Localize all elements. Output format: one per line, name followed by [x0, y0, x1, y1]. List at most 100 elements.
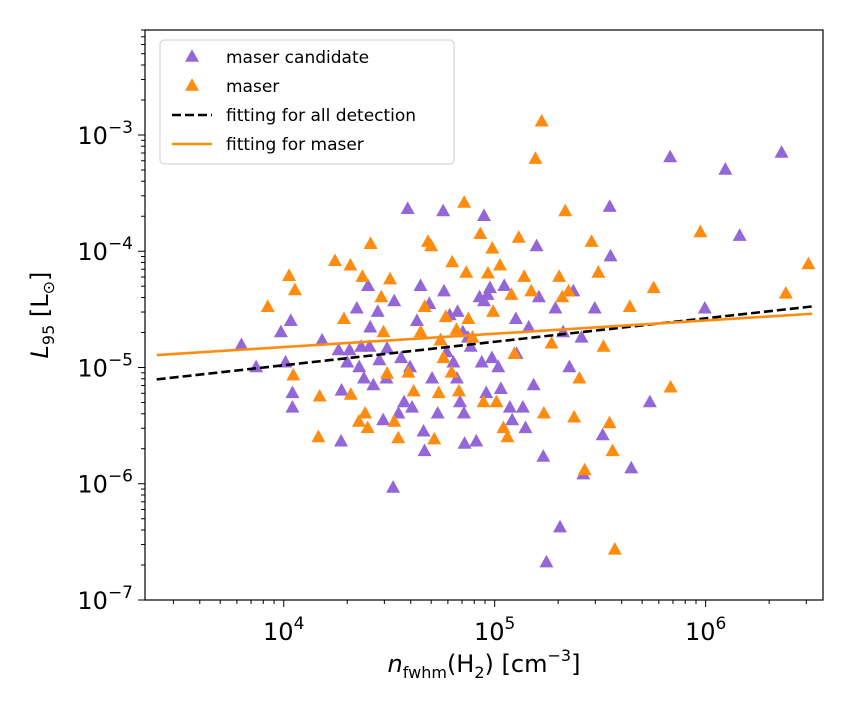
- data-point: [528, 151, 543, 164]
- data-point: [572, 370, 587, 384]
- data-point: [507, 346, 522, 360]
- data-point: [459, 265, 474, 278]
- data-point: [360, 420, 375, 434]
- data-point: [343, 387, 358, 400]
- data-point: [732, 228, 747, 241]
- data-point: [605, 443, 620, 457]
- data-point: [596, 339, 611, 352]
- data-point: [663, 149, 678, 163]
- data-point: [602, 199, 617, 212]
- data-point: [362, 339, 377, 352]
- data-point: [486, 304, 501, 317]
- data-point: [424, 238, 439, 252]
- data-point: [363, 319, 378, 333]
- data-point: [427, 431, 442, 445]
- data-point: [340, 354, 355, 368]
- data-point: [430, 405, 445, 419]
- data-point: [502, 399, 517, 413]
- data-point: [391, 430, 406, 444]
- data-point: [517, 269, 532, 282]
- data-point: [413, 324, 428, 338]
- data-point: [504, 287, 519, 300]
- data-point: [327, 253, 342, 267]
- data-point: [801, 256, 816, 270]
- data-point: [622, 299, 637, 313]
- data-point: [234, 337, 249, 351]
- data-point: [409, 313, 424, 327]
- data-point: [436, 350, 451, 364]
- y-axis-label: L95 [L⊙]: [26, 272, 58, 359]
- data-point: [479, 385, 494, 399]
- data-point: [515, 399, 530, 413]
- data-point: [349, 300, 364, 314]
- data-point: [445, 254, 460, 268]
- data-point: [548, 300, 563, 314]
- data-point: [380, 340, 395, 354]
- data-point: [405, 399, 420, 413]
- data-point: [603, 248, 618, 262]
- data-point: [249, 359, 264, 373]
- legend-label: fitting for all detection: [226, 106, 416, 126]
- data-point: [285, 399, 300, 413]
- data-point: [416, 423, 431, 437]
- data-point: [493, 257, 508, 271]
- data-point: [446, 354, 461, 368]
- plot-area: [156, 113, 816, 568]
- data-point: [526, 377, 541, 391]
- series-maser: [260, 113, 816, 555]
- data-point: [485, 240, 500, 254]
- data-point: [587, 300, 602, 314]
- data-point: [561, 283, 576, 297]
- data-point: [431, 385, 446, 399]
- data-point: [552, 269, 567, 282]
- data-point: [544, 335, 559, 349]
- data-point: [413, 278, 428, 292]
- data-point: [376, 324, 391, 338]
- data-point: [461, 311, 476, 325]
- data-point: [663, 379, 678, 393]
- data-point: [417, 299, 432, 313]
- data-point: [558, 203, 573, 217]
- data-point: [534, 113, 549, 127]
- data-point: [387, 293, 402, 307]
- data-point: [577, 462, 592, 476]
- data-point: [386, 480, 401, 493]
- data-point: [342, 342, 357, 356]
- data-point: [518, 420, 533, 434]
- data-point: [591, 265, 606, 278]
- data-point: [343, 257, 358, 271]
- data-point: [391, 405, 406, 419]
- data-point: [363, 236, 378, 249]
- data-point: [562, 359, 577, 373]
- data-point: [539, 554, 554, 568]
- data-point: [482, 280, 497, 294]
- data-point: [524, 283, 539, 297]
- data-point: [444, 365, 459, 378]
- data-point: [358, 405, 373, 419]
- data-point: [380, 366, 395, 379]
- fit-line-fitting-for-maser: [156, 312, 813, 357]
- data-point: [646, 280, 661, 294]
- data-point: [336, 311, 351, 325]
- data-point: [497, 278, 512, 292]
- data-point: [489, 394, 504, 408]
- data-point: [273, 324, 288, 338]
- data-point: [436, 203, 451, 217]
- legend-frame: [159, 39, 455, 165]
- data-point: [457, 436, 472, 449]
- data-point: [450, 304, 465, 317]
- data-point: [397, 394, 412, 408]
- data-point: [438, 309, 453, 323]
- data-point: [584, 234, 599, 247]
- data-point: [361, 278, 376, 292]
- data-point: [311, 429, 326, 443]
- legend: maser candidate maser fitting for all dete…: [159, 39, 455, 165]
- data-point: [536, 449, 551, 462]
- axes-layer: 104 105 106 10−7 10−6 10−5 10−4 10−3 nfwhm(H2) […: [26, 29, 824, 682]
- data-point: [376, 412, 391, 426]
- data-point: [778, 286, 793, 299]
- data-point: [433, 332, 448, 346]
- data-point: [574, 330, 589, 343]
- data-point: [260, 299, 275, 313]
- data-point: [480, 287, 495, 300]
